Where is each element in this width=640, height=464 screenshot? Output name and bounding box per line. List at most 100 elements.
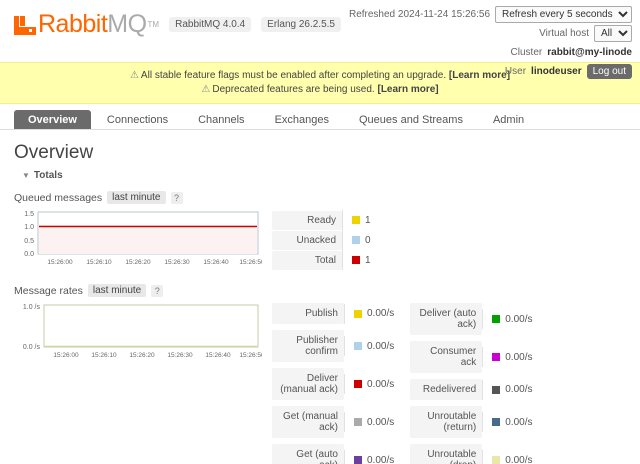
color-swatch-publisher-confirm <box>354 342 362 350</box>
color-swatch-unroutable-return <box>492 418 501 426</box>
svg-text:15:26:50: 15:26:50 <box>239 259 262 266</box>
rate-number-get-auto-ack: 0.00/s <box>367 454 395 464</box>
rates-left-column: Publish 0.00/s Publisher confirm 0.00/s <box>272 303 404 464</box>
rate-value-redelivered: 0.00/s <box>482 379 542 400</box>
svg-text:1.5: 1.5 <box>24 211 34 218</box>
main-content: Overview ▼ Totals Queued messages last mi… <box>0 130 640 464</box>
rate-row-get-manual-ack: Get (manual ack) 0.00/s <box>272 406 404 438</box>
refreshed-timestamp: Refreshed 2024-11-24 15:26:56 <box>348 9 490 20</box>
help-icon-message-rates[interactable]: ? <box>151 284 164 297</box>
message-rates-chart: 1.0 /s 0.0 /s 15:26:00 15:26:10 15:26:20… <box>14 303 262 361</box>
logo-text-mq: MQ <box>107 10 147 38</box>
rate-label-deliver-manual-ack: Deliver (manual ack) <box>272 368 344 400</box>
rate-value-deliver-auto-ack: 0.00/s <box>482 309 542 329</box>
svg-text:15:26:00: 15:26:00 <box>47 259 73 266</box>
legend-label-ready: Ready <box>272 210 342 230</box>
svg-text:15:26:20: 15:26:20 <box>129 352 155 359</box>
color-swatch-consumer-ack <box>492 353 501 361</box>
svg-text:15:26:50: 15:26:50 <box>239 352 262 359</box>
logout-button[interactable]: Log out <box>586 64 632 79</box>
rabbitmq-logo-icon <box>14 14 36 36</box>
svg-text:1.0 /s: 1.0 /s <box>23 304 41 311</box>
color-swatch-unroutable-drop <box>492 456 501 464</box>
rate-row-deliver-manual-ack: Deliver (manual ack) 0.00/s <box>272 368 404 400</box>
rate-row-unroutable-drop: Unroutable (drop) 0.00/s <box>410 444 542 464</box>
tab-admin[interactable]: Admin <box>492 114 525 126</box>
svg-text:15:26:40: 15:26:40 <box>203 259 229 266</box>
vhost-select[interactable]: All <box>594 25 632 42</box>
color-swatch-get-auto-ack <box>354 456 362 464</box>
tab-exchanges[interactable]: Exchanges <box>274 114 329 126</box>
message-rates-period-chip[interactable]: last minute <box>87 284 147 297</box>
cluster-label: Cluster <box>510 47 543 58</box>
warning-banner: ⚠ All stable feature flags must be enable… <box>0 62 640 104</box>
legend-number-total: 1 <box>365 254 371 266</box>
rate-label-unroutable-drop: Unroutable (drop) <box>410 444 483 464</box>
rate-number-unroutable-return: 0.00/s <box>505 416 533 428</box>
cluster-row: Cluster rabbit@my-linode <box>349 44 632 61</box>
legend-row-total: Total 1 <box>272 250 381 270</box>
rate-number-get-manual-ack: 0.00/s <box>367 416 395 428</box>
svg-text:0.5: 0.5 <box>24 238 34 245</box>
user-row: User linodeuser Log out <box>349 63 632 80</box>
legend-row-ready: Ready 1 <box>272 210 381 230</box>
rate-number-consumer-ack: 0.00/s <box>505 351 533 363</box>
rate-number-unroutable-drop: 0.00/s <box>505 454 533 464</box>
rate-row-publisher-confirm: Publisher confirm 0.00/s <box>272 330 404 362</box>
svg-text:15:26:10: 15:26:10 <box>86 259 112 266</box>
rate-row-unroutable-return: Unroutable (return) 0.00/s <box>410 406 542 438</box>
refresh-interval-select[interactable]: Refresh every 5 seconds <box>495 6 632 23</box>
erlang-version-badge: Erlang 26.2.5.5 <box>261 17 341 32</box>
legend-label-total: Total <box>272 250 342 270</box>
rates-right-column: Deliver (auto ack) 0.00/s Consumer ack 0… <box>410 303 542 464</box>
color-swatch-deliver-auto-ack <box>492 315 501 323</box>
rate-row-deliver-auto-ack: Deliver (auto ack) 0.00/s <box>410 303 542 335</box>
color-swatch-deliver-manual-ack <box>354 380 362 388</box>
rate-value-publish: 0.00/s <box>344 303 404 324</box>
legend-number-unacked: 0 <box>365 234 371 246</box>
help-icon-queued-messages[interactable]: ? <box>170 191 183 204</box>
tab-overview[interactable]: Overview <box>14 110 91 129</box>
legend-value-unacked: 0 <box>342 230 381 250</box>
rate-row-redelivered: Redelivered 0.00/s <box>410 379 542 400</box>
tab-channels[interactable]: Channels <box>198 114 245 126</box>
vhost-label: Virtual host <box>539 28 589 39</box>
queued-legend-names: Ready 1 Unacked 0 Tota <box>272 210 381 270</box>
rate-label-deliver-auto-ack: Deliver (auto ack) <box>410 303 483 335</box>
rate-value-unroutable-return: 0.00/s <box>482 412 542 432</box>
legend-number-ready: 1 <box>365 214 371 226</box>
svg-text:15:26:30: 15:26:30 <box>167 352 193 359</box>
legend-label-unacked: Unacked <box>272 230 342 250</box>
color-swatch-unacked <box>352 236 360 244</box>
banner-learn-more-link-2[interactable]: [Learn more] <box>377 84 439 95</box>
svg-text:15:26:40: 15:26:40 <box>205 352 231 359</box>
banner-line-2-text: Deprecated features are being used. <box>212 84 375 95</box>
queued-messages-chart: 1.5 1.0 0.5 0.0 15:26:00 15:26:10 15:26:… <box>14 210 262 268</box>
totals-section-toggle[interactable]: ▼ Totals <box>22 170 626 181</box>
logo-text-rabbit: Rabbit <box>38 10 108 38</box>
rate-value-deliver-manual-ack: 0.00/s <box>344 374 404 394</box>
svg-text:15:26:10: 15:26:10 <box>91 352 117 359</box>
tab-queues-and-streams[interactable]: Queues and Streams <box>359 114 463 126</box>
queued-messages-period-chip[interactable]: last minute <box>107 191 166 204</box>
queued-messages-header: Queued messages last minute ? <box>14 191 626 204</box>
rate-label-publish: Publish <box>272 303 344 324</box>
banner-line-1-text: All stable feature flags must be enabled… <box>140 70 447 81</box>
queued-messages-panel: 1.5 1.0 0.5 0.0 15:26:00 15:26:10 15:26:… <box>14 210 626 270</box>
rate-value-consumer-ack: 0.00/s <box>482 347 542 367</box>
banner-line-2: ⚠ Deprecated features are being used. [Le… <box>4 83 636 97</box>
refresh-row: Refreshed 2024-11-24 15:26:56 Refresh ev… <box>349 6 632 23</box>
main-navigation-tabs: Overview Connections Channels Exchanges … <box>0 104 640 130</box>
rate-number-deliver-auto-ack: 0.00/s <box>505 313 533 325</box>
rate-value-get-manual-ack: 0.00/s <box>344 412 404 432</box>
page-title: Overview <box>14 142 94 163</box>
color-swatch-total <box>352 256 360 264</box>
rate-number-publisher-confirm: 0.00/s <box>367 340 395 352</box>
chevron-down-icon: ▼ <box>22 171 30 180</box>
rate-label-unroutable-return: Unroutable (return) <box>410 406 483 438</box>
user-name: linodeuser <box>531 66 582 77</box>
banner-learn-more-link-1[interactable]: [Learn more] <box>448 70 511 81</box>
rate-label-get-auto-ack: Get (auto ack) <box>272 444 344 464</box>
rate-value-unroutable-drop: 0.00/s <box>482 450 542 464</box>
tab-connections[interactable]: Connections <box>106 114 169 126</box>
